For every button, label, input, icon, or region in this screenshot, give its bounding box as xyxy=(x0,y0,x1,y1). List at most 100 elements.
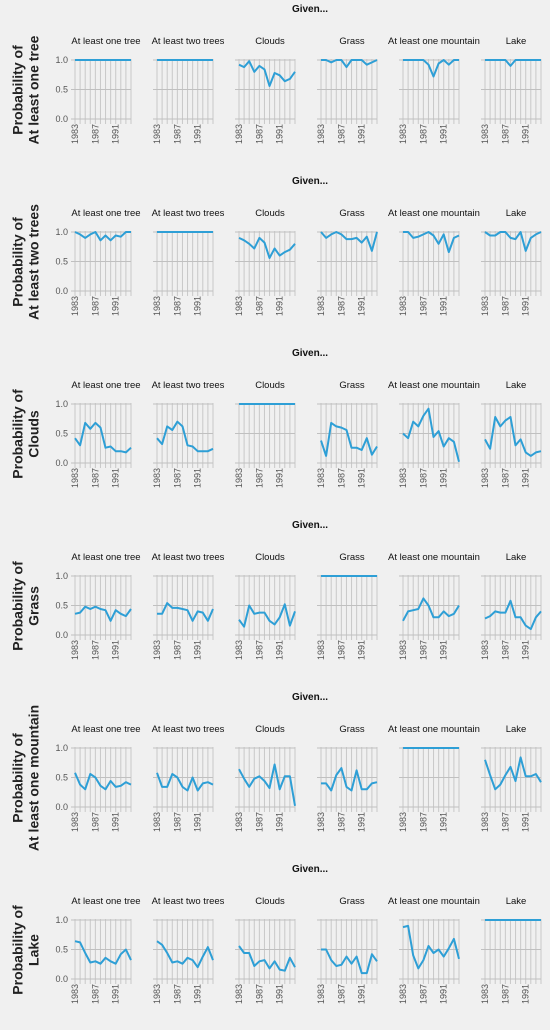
panel-title: At least two trees xyxy=(152,896,225,907)
facet-panel: At least one tree 0.0 0.5 1.0 1983 1987 1991 xyxy=(55,36,140,144)
row-y-label-line2: At least one mountain xyxy=(26,705,42,851)
series-line xyxy=(320,421,378,457)
x-tick-label: 1983 xyxy=(480,124,490,144)
x-tick-label: 1991 xyxy=(275,984,285,1004)
panel-title: At least one tree xyxy=(71,896,140,907)
series-line xyxy=(238,763,296,806)
facet-panel: Clouds 1983 1987 1991 xyxy=(234,724,296,832)
series-line xyxy=(484,599,542,631)
panel-title: Clouds xyxy=(255,724,285,735)
x-tick-label: 1983 xyxy=(70,640,80,660)
x-tick-label: 1991 xyxy=(111,124,121,144)
y-tick-label: 0.5 xyxy=(55,257,68,267)
panel-title: At least two trees xyxy=(152,724,225,735)
x-tick-label: 1991 xyxy=(439,296,449,316)
series-line xyxy=(74,940,132,965)
facet-panel: At least two trees 1983 1987 1991 xyxy=(152,36,225,144)
series-line xyxy=(402,597,460,622)
facet-row: Given...Probability ofAt least two trees… xyxy=(10,176,542,320)
x-tick-label: 1991 xyxy=(111,812,121,832)
x-tick-label: 1983 xyxy=(480,984,490,1004)
facet-panel: Clouds 1983 1987 1991 xyxy=(234,208,296,316)
panel-title: At least one tree xyxy=(71,724,140,735)
y-tick-label: 1.0 xyxy=(55,743,68,753)
x-tick-label: 1983 xyxy=(316,468,326,488)
x-tick-label: 1983 xyxy=(398,812,408,832)
panel-title: At least one tree xyxy=(71,208,140,219)
series-line xyxy=(403,231,460,254)
series-line xyxy=(74,605,132,622)
facet-panel: At least one mountain 1983 1987 1991 xyxy=(388,552,480,660)
facet-panel: Grass 1983 1987 1991 xyxy=(316,208,378,316)
x-tick-label: 1991 xyxy=(275,296,285,316)
x-tick-label: 1991 xyxy=(439,468,449,488)
row-y-label-line1: Probability of xyxy=(10,45,26,135)
x-tick-label: 1991 xyxy=(521,812,531,832)
series-line xyxy=(321,948,378,975)
panel-title: At least one tree xyxy=(71,552,140,563)
y-tick-label: 1.0 xyxy=(55,227,68,237)
panel-title: Grass xyxy=(339,896,365,907)
row-y-label-line2: Grass xyxy=(26,586,42,626)
x-tick-label: 1987 xyxy=(90,984,100,1004)
x-tick-label: 1987 xyxy=(336,468,346,488)
facet-panel: Grass 1983 1987 1991 xyxy=(316,552,378,660)
given-label: Given... xyxy=(292,692,328,703)
row-y-label-line2: Clouds xyxy=(26,410,42,458)
facet-panel: At least two trees 1983 1987 1991 xyxy=(152,896,225,1004)
row-y-label-line1: Probability of xyxy=(10,389,26,479)
row-y-label-line2: Lake xyxy=(26,934,42,966)
facet-row: Given... Probability ofAt least one mount… xyxy=(10,692,542,851)
x-tick-label: 1987 xyxy=(254,124,264,144)
x-tick-label: 1983 xyxy=(70,296,80,316)
row-y-label: Probability ofAt least one tree xyxy=(10,35,42,144)
panel-title: At least one mountain xyxy=(388,896,480,907)
row-y-label-line2: At least one tree xyxy=(26,35,42,144)
row-y-label: Probability ofClouds xyxy=(10,389,42,479)
panel-title: Clouds xyxy=(255,380,285,391)
y-tick-label: 0.5 xyxy=(55,945,68,955)
row-y-label-line1: Probability of xyxy=(10,733,26,823)
x-tick-label: 1991 xyxy=(111,468,121,488)
x-tick-label: 1987 xyxy=(172,468,182,488)
x-tick-label: 1991 xyxy=(357,812,367,832)
x-tick-label: 1987 xyxy=(254,468,264,488)
panel-title: At least one tree xyxy=(71,380,140,391)
panel-title: Lake xyxy=(506,896,527,907)
row-y-label-line1: Probability of xyxy=(10,561,26,651)
y-tick-label: 0.5 xyxy=(55,85,68,95)
x-tick-label: 1987 xyxy=(254,812,264,832)
y-tick-label: 1.0 xyxy=(55,915,68,925)
facet-panel: At least one tree 0.0 0.5 1.0 1983 1987 1991 xyxy=(55,724,140,832)
x-tick-label: 1987 xyxy=(500,984,510,1004)
series-line xyxy=(156,772,214,792)
x-tick-label: 1983 xyxy=(316,640,326,660)
x-tick-label: 1983 xyxy=(234,640,244,660)
series-line xyxy=(485,59,541,67)
panel-title: Grass xyxy=(339,380,365,391)
panel-title: At least two trees xyxy=(152,552,225,563)
row-y-label: Probability ofAt least two trees xyxy=(10,204,42,320)
x-tick-label: 1983 xyxy=(480,812,490,832)
x-tick-label: 1987 xyxy=(172,124,182,144)
x-tick-label: 1987 xyxy=(90,468,100,488)
x-tick-label: 1983 xyxy=(316,984,326,1004)
facet-panel: Lake 1983 1987 1991 xyxy=(480,208,542,316)
x-tick-label: 1983 xyxy=(234,296,244,316)
x-tick-label: 1991 xyxy=(193,296,203,316)
y-tick-label: 0.5 xyxy=(55,601,68,611)
panel-title: Lake xyxy=(506,380,527,391)
y-tick-label: 0.5 xyxy=(55,773,68,783)
x-tick-label: 1987 xyxy=(336,640,346,660)
x-tick-label: 1991 xyxy=(521,296,531,316)
x-tick-label: 1987 xyxy=(254,640,264,660)
row-y-label: Probability ofGrass xyxy=(10,561,42,651)
given-label: Given... xyxy=(292,4,328,15)
series-line xyxy=(238,603,296,628)
panel-title: At least two trees xyxy=(152,36,225,47)
series-line xyxy=(238,60,296,87)
x-tick-label: 1983 xyxy=(316,124,326,144)
facet-panel: Clouds 1983 1987 1991 xyxy=(234,896,296,1004)
y-tick-label: 1.0 xyxy=(55,55,68,65)
